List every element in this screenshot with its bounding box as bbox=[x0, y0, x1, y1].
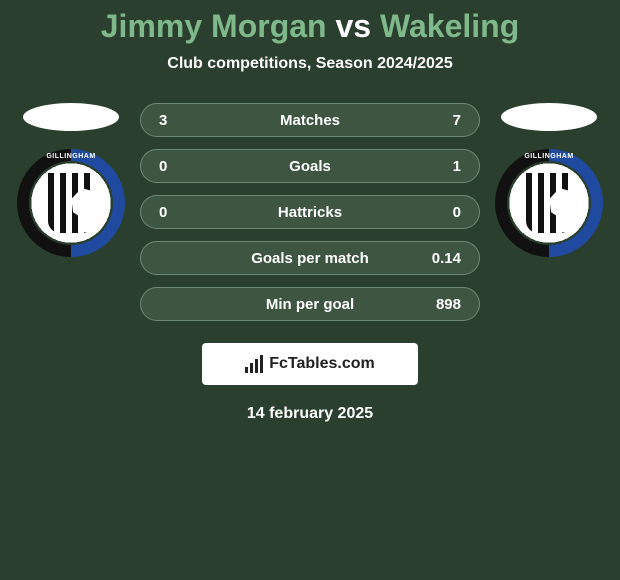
stat-row-hattricks: 0 Hattricks 0 bbox=[140, 195, 480, 229]
date-text: 14 february 2025 bbox=[0, 405, 620, 423]
player2-avatar-placeholder bbox=[501, 103, 597, 131]
stat-row-goals: 0 Goals 1 bbox=[140, 149, 480, 183]
player1-club-badge: GILLINGHAM bbox=[17, 149, 125, 257]
stat-row-goals-per-match: Goals per match 0.14 bbox=[140, 241, 480, 275]
stat-label: Min per goal bbox=[207, 296, 413, 313]
stat-label: Hattricks bbox=[207, 204, 413, 221]
brand-chart-icon bbox=[245, 355, 263, 373]
brand-badge[interactable]: FcTables.com bbox=[202, 343, 418, 385]
stat-right-value: 898 bbox=[413, 296, 461, 313]
player2-club-badge: GILLINGHAM bbox=[495, 149, 603, 257]
stat-label: Goals per match bbox=[207, 250, 413, 267]
stat-label: Goals bbox=[207, 158, 413, 175]
stat-right-value: 7 bbox=[413, 112, 461, 129]
player2-name: Wakeling bbox=[380, 8, 519, 44]
subtitle: Club competitions, Season 2024/2025 bbox=[0, 55, 620, 73]
stat-right-value: 0 bbox=[413, 204, 461, 221]
stat-left-value: 0 bbox=[159, 204, 207, 221]
stat-label: Matches bbox=[207, 112, 413, 129]
right-player-col: GILLINGHAM bbox=[494, 103, 604, 257]
player1-name: Jimmy Morgan bbox=[101, 8, 327, 44]
stat-left-value: 0 bbox=[159, 158, 207, 175]
badge-text: GILLINGHAM bbox=[17, 153, 125, 160]
stat-right-value: 1 bbox=[413, 158, 461, 175]
badge-text: GILLINGHAM bbox=[495, 153, 603, 160]
stat-right-value: 0.14 bbox=[413, 250, 461, 267]
brand-text: FcTables.com bbox=[269, 355, 375, 373]
title: Jimmy Morgan vs Wakeling bbox=[0, 8, 620, 45]
stats-column: 3 Matches 7 0 Goals 1 0 Hattricks 0 Goal… bbox=[140, 103, 480, 321]
player1-avatar-placeholder bbox=[23, 103, 119, 131]
stat-left-value: 3 bbox=[159, 112, 207, 129]
left-player-col: GILLINGHAM bbox=[16, 103, 126, 257]
main-row: GILLINGHAM 3 Matches 7 0 Goals 1 0 Hattr… bbox=[0, 103, 620, 321]
comparison-card: Jimmy Morgan vs Wakeling Club competitio… bbox=[0, 0, 620, 423]
stat-row-min-per-goal: Min per goal 898 bbox=[140, 287, 480, 321]
vs-text: vs bbox=[335, 8, 371, 44]
stat-row-matches: 3 Matches 7 bbox=[140, 103, 480, 137]
